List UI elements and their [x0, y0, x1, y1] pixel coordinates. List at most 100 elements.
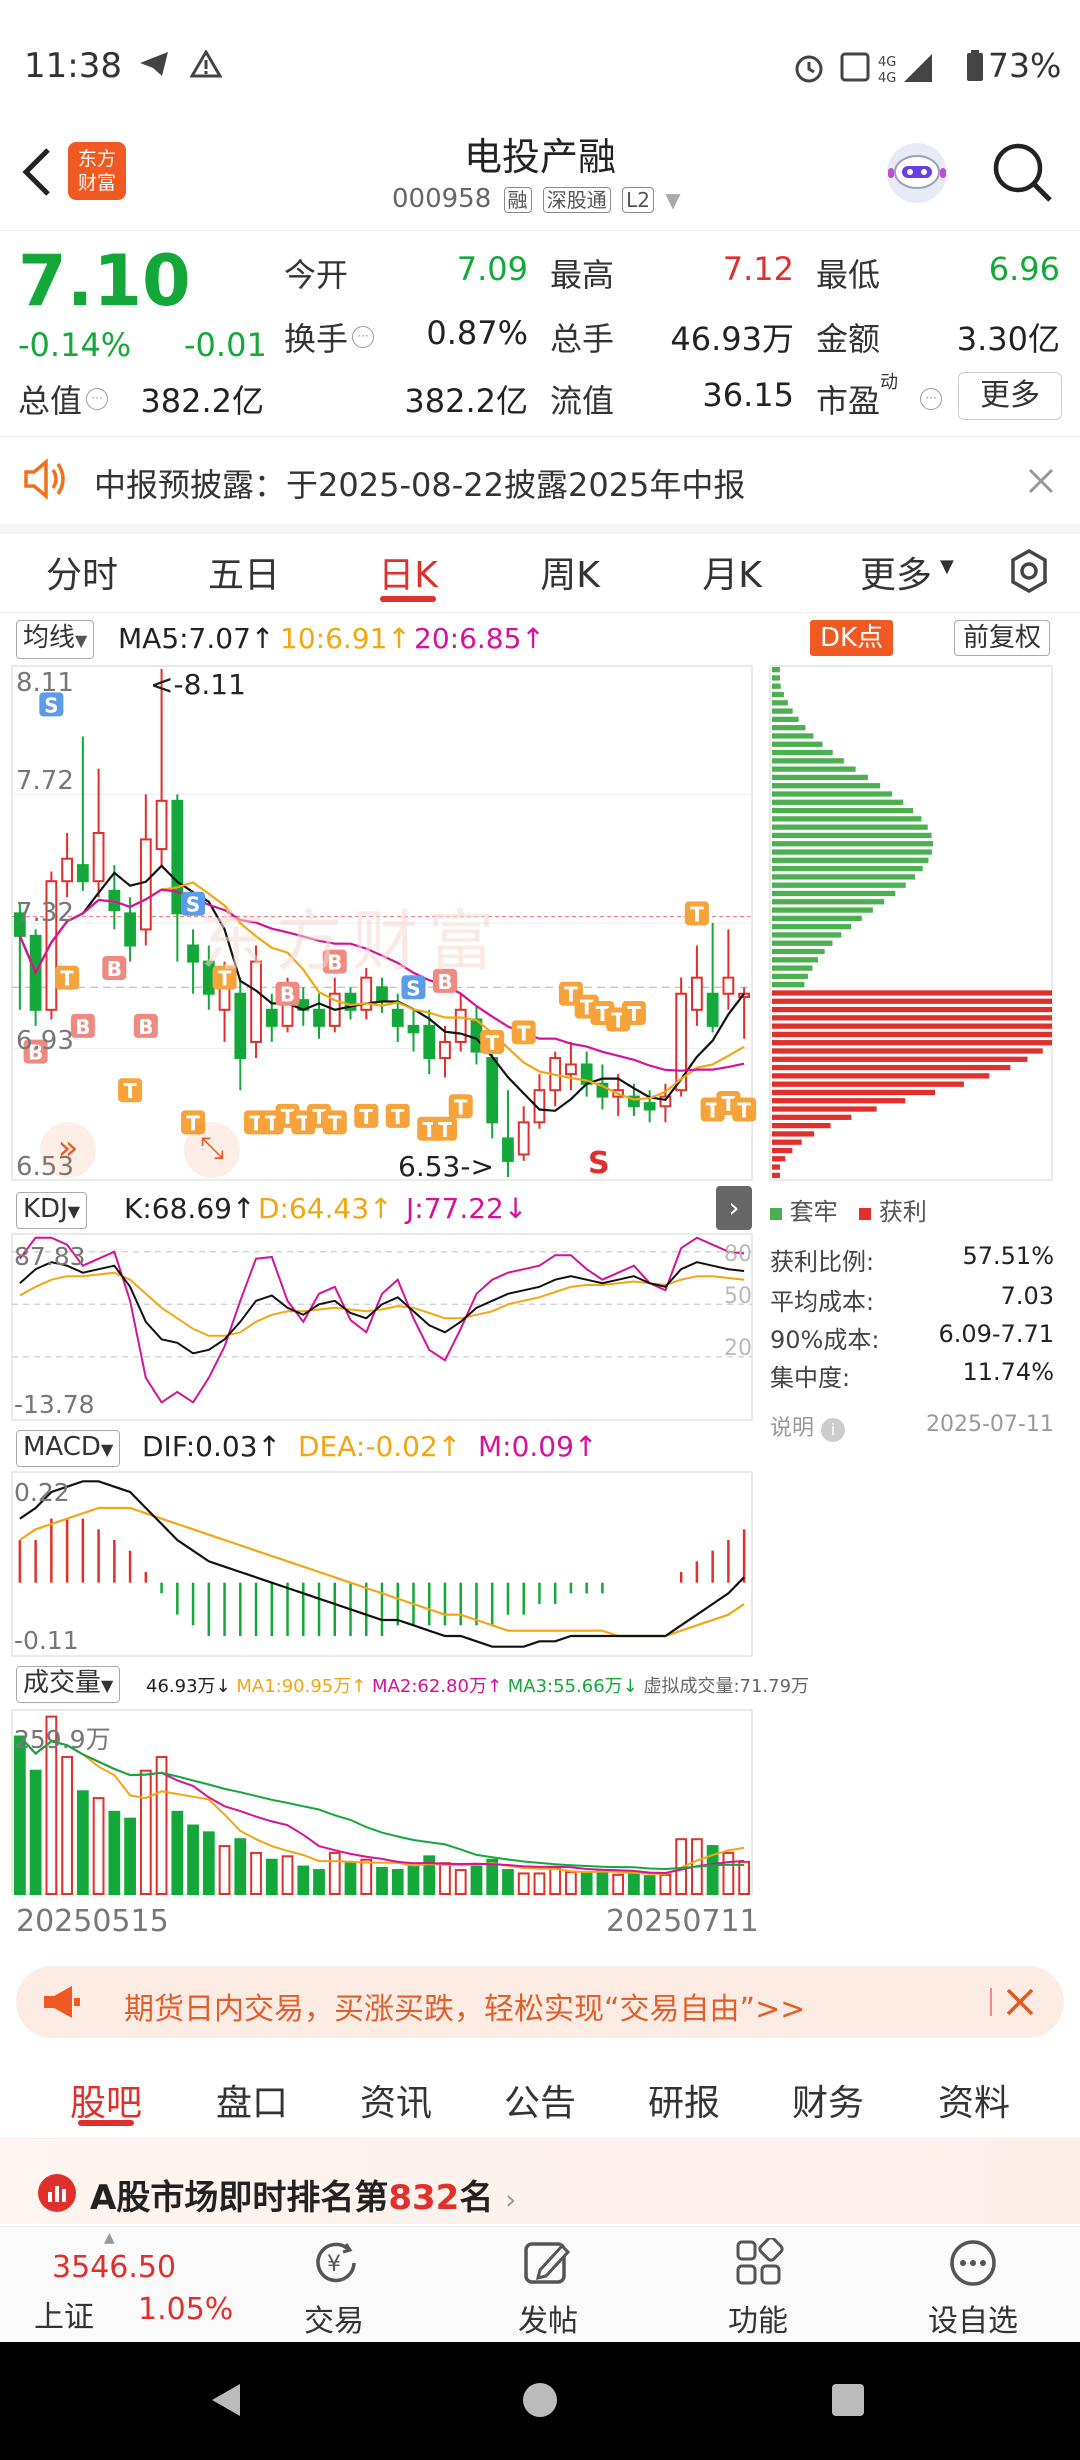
signal-t-text: T	[517, 1021, 531, 1045]
zoom-icon[interactable]: ⤡	[184, 1122, 240, 1178]
chip-note[interactable]: 说明 i	[770, 1410, 846, 1442]
nav-home-icon[interactable]	[520, 2380, 560, 2424]
chip-toggle-button[interactable]: ›	[716, 1186, 752, 1230]
close-icon[interactable]	[1004, 1986, 1036, 2022]
nav-back-icon[interactable]	[206, 2380, 246, 2424]
signal-t	[322, 1110, 347, 1135]
chip-bar	[772, 874, 915, 880]
more-options-icon[interactable]	[948, 2238, 998, 2292]
footer-apps-label[interactable]: 功能	[728, 2304, 788, 2339]
close-icon[interactable]	[1026, 466, 1056, 500]
kdj-k-label: K:68.69	[124, 1192, 232, 1225]
signal-t-text: T	[312, 1105, 326, 1129]
notice-text[interactable]: 中报预披露：于2025-08-22披露2025年中报	[94, 466, 746, 504]
chip-bar	[772, 832, 932, 839]
apps-icon[interactable]	[734, 2236, 784, 2292]
volume-bar	[454, 1869, 467, 1896]
tab-2[interactable]: 日K	[378, 555, 438, 596]
candle-body	[502, 1137, 514, 1162]
expand-icon[interactable]: »	[40, 1122, 96, 1178]
volume-bar	[706, 1845, 719, 1895]
svg-text:4G: 4G	[878, 71, 896, 84]
trade-icon[interactable]: ¥	[310, 2236, 364, 2294]
more-button[interactable]: 更多	[958, 372, 1062, 420]
macd-selector[interactable]: MACD▼	[16, 1430, 121, 1467]
candle-body	[313, 1008, 325, 1027]
ad-text[interactable]: 期货日内交易，买涨买跌，轻松实现“交易自由”>>	[124, 1992, 806, 2027]
chip-bar	[772, 907, 873, 913]
signal-icon: 4G 4G	[840, 50, 950, 88]
chip-bar	[772, 1172, 780, 1178]
footer-watchlist-label[interactable]: 设自选	[928, 2304, 1018, 2339]
ma10-label: 10:6.91	[280, 622, 388, 655]
adjust-button[interactable]: 前复权	[954, 620, 1051, 656]
tab-5[interactable]: 更多	[859, 555, 932, 596]
chip-bar	[772, 725, 806, 731]
quote-label[interactable]: 市盈	[816, 382, 881, 420]
candle-body	[407, 1024, 420, 1034]
tab-4[interactable]: 月K	[702, 555, 762, 596]
candle-body	[486, 1057, 499, 1124]
chip-bar	[772, 1114, 852, 1120]
kdj-selector[interactable]: KDJ▼	[16, 1192, 88, 1229]
volume-selector[interactable]: 成交量▼	[16, 1666, 121, 1703]
dk-point-button[interactable]: DK点	[810, 620, 894, 656]
ma-selector[interactable]: 均线▼	[16, 620, 95, 659]
rank-text[interactable]: A股市场即时排名第832名 ›	[90, 2170, 516, 2219]
bottom-tab-6[interactable]: 资料	[937, 2083, 1010, 2124]
vol-ma2: MA2:62.80万	[372, 1676, 487, 1697]
signal-t-text: T	[328, 1111, 342, 1135]
rank-prefix: A股市场即时排名第	[90, 2178, 389, 2218]
candle-body	[722, 976, 735, 995]
tab-0[interactable]: 分时	[45, 555, 118, 596]
footer-trade-label[interactable]: 交易	[304, 2304, 364, 2339]
quote-label[interactable]: 换手	[284, 320, 349, 358]
ma5-value: MA5:7.07↑	[118, 622, 274, 655]
signal-s	[401, 975, 426, 1000]
info-circle-icon[interactable]: ···	[86, 388, 108, 410]
tab-1[interactable]: 五日	[207, 555, 280, 596]
back-icon[interactable]	[18, 146, 58, 202]
chip-bar	[772, 783, 881, 789]
badge-l2: L2	[622, 187, 654, 213]
kdj-chart	[11, 1233, 753, 1421]
volume-bar	[45, 1715, 58, 1895]
stock-code-row[interactable]: 000958 融 深股通 L2 ▼	[392, 184, 681, 214]
info-circle-icon[interactable]: ···	[352, 326, 374, 348]
chip-bar	[772, 998, 1052, 1004]
search-icon[interactable]	[990, 140, 1054, 208]
candle-body	[171, 799, 184, 915]
ad-banner[interactable]	[16, 1966, 1064, 2038]
footer-post-label[interactable]: 发帖	[518, 2304, 578, 2339]
signal-t-text: T	[123, 1079, 137, 1103]
index-value[interactable]: 3546.50	[52, 2250, 177, 2285]
index-percent: 1.05%	[138, 2292, 234, 2327]
rank-banner[interactable]	[0, 2140, 1080, 2224]
tab-3[interactable]: 周K	[540, 555, 600, 596]
chip-bar	[772, 749, 833, 756]
ma5-line	[18, 864, 745, 1112]
nav-recents-icon[interactable]	[828, 2380, 868, 2424]
volume-chart	[11, 1709, 753, 1896]
bottom-tab-0[interactable]: 股吧	[69, 2083, 142, 2124]
chip-bar	[772, 667, 780, 673]
bottom-tab-4[interactable]: 研报	[647, 2083, 720, 2124]
quote-label: 总手	[550, 320, 615, 358]
settings-icon[interactable]	[1006, 548, 1052, 598]
quote-label[interactable]: 总值	[18, 382, 83, 420]
signal-t-text: T	[580, 996, 594, 1020]
candle-body	[391, 1008, 404, 1027]
bottom-tab-5[interactable]: 财务	[791, 2083, 864, 2124]
signal-t	[118, 1078, 143, 1103]
bottom-tab-3[interactable]: 公告	[503, 2083, 576, 2124]
vol-virtual: 虚拟成交量:71.79万	[643, 1676, 810, 1697]
bottom-tab-1[interactable]: 盘口	[215, 2083, 288, 2124]
chip-bar	[772, 816, 922, 822]
post-icon[interactable]	[522, 2238, 572, 2292]
bottom-tab-2[interactable]: 资讯	[359, 2083, 432, 2124]
signal-t-text: T	[438, 1118, 452, 1142]
info-circle-icon[interactable]: ···	[920, 388, 942, 410]
robot-assistant-icon[interactable]	[882, 138, 952, 212]
